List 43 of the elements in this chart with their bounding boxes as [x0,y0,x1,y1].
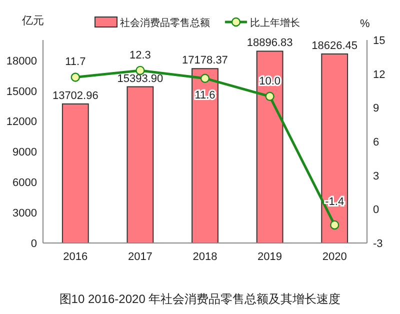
y-tick-label: 3000 [12,208,37,220]
y-tick-label: 12000 [6,116,37,128]
x-tick-label: 2017 [128,251,152,263]
y-tick-label: 18000 [6,55,37,68]
bar [321,53,348,244]
data-label: 10.0 [259,75,281,88]
y2-tick-label: 12 [373,68,386,81]
legend-label: 比上年增长 [250,17,300,29]
x-tick-label: 2018 [192,251,218,263]
data-label: 11.7 [65,56,86,68]
text: 图10 2016-2020 年社会消费品零售总额及其增长速度 [59,292,341,306]
y-tick-label: 0 [30,238,37,250]
data-label: 18896.83 [246,37,293,50]
y2-tick-label: 6 [373,136,380,148]
y2-tick-label: 15 [373,35,386,47]
data-label: 13702.96 [52,90,98,102]
bar [126,86,154,244]
y2-tick-label: 3 [373,170,380,182]
x-tick-label: 2016 [63,251,88,263]
point [265,92,274,101]
y2-axis-title: % [360,18,370,30]
legend-label: 社会消费品零售总额 [120,17,210,29]
data-label: -1.4 [325,196,344,208]
bar [192,68,218,244]
y-tick-label: 15000 [6,86,37,98]
point [200,74,210,83]
y2-tick-label: 9 [373,102,380,115]
y-tick-label: 6000 [12,177,37,190]
x-tick-label: 2019 [258,251,282,263]
bar [62,103,89,244]
data-label: 18626.45 [312,40,358,52]
y-axis-title: 亿元 [21,15,44,27]
data-label: 15393.90 [117,72,164,85]
y-tick-label: 9000 [12,146,37,159]
point [70,72,80,82]
bar [256,50,284,244]
data-label: 12.3 [129,49,151,62]
y2-tick-label: 0 [373,204,380,216]
x-tick-label: 2020 [322,251,347,263]
y2-tick-label: -3 [373,238,383,250]
data-label: 17178.37 [182,54,228,67]
data-label: 11.6 [194,89,216,102]
point [330,220,340,230]
